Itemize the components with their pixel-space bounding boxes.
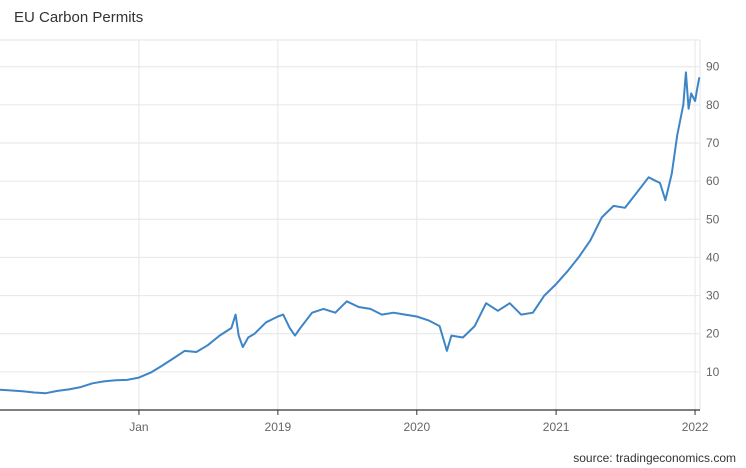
axes (0, 409, 700, 415)
y-tick-label-80: 80 (706, 98, 720, 112)
source-label: source: tradingeconomics.com (573, 451, 736, 465)
x-tick-label-1: 2019 (265, 420, 292, 434)
x-tick-label-2: 2020 (403, 420, 430, 434)
tick-labels: 10 20 30 40 50 60 70 80 90 Jan 2019 2020 2021 2022 (129, 60, 719, 434)
y-tick-label-50: 50 (706, 212, 720, 226)
series-line-0 (0, 71, 701, 395)
chart-title: EU Carbon Permits (14, 9, 144, 26)
y-tick-label-90: 90 (706, 60, 720, 74)
y-tick-label-70: 70 (706, 136, 720, 150)
x-tick-label-3: 2021 (543, 420, 570, 434)
grid-lines (0, 39, 701, 410)
x-tick-label-4: 2022 (682, 420, 709, 434)
y-tick-label-10: 10 (706, 365, 720, 379)
y-tick-label-30: 30 (706, 289, 720, 303)
y-tick-label-40: 40 (706, 250, 720, 264)
y-tick-label-20: 20 (706, 327, 720, 341)
y-tick-label-60: 60 (706, 174, 720, 188)
series-layer (0, 71, 701, 395)
x-tick-label-0: Jan (129, 420, 148, 434)
